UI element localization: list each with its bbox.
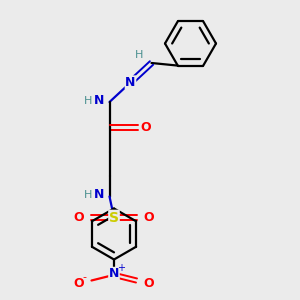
- Text: O: O: [74, 211, 84, 224]
- Text: H: H: [84, 190, 93, 200]
- Text: -: -: [82, 272, 86, 282]
- Text: +: +: [118, 263, 125, 273]
- Text: N: N: [125, 76, 136, 89]
- Text: O: O: [144, 277, 154, 290]
- Text: O: O: [140, 121, 151, 134]
- Text: O: O: [144, 211, 154, 224]
- Text: N: N: [109, 267, 119, 280]
- Text: O: O: [74, 277, 84, 290]
- Text: N: N: [94, 188, 104, 202]
- Text: N: N: [94, 94, 104, 107]
- Text: S: S: [109, 211, 119, 224]
- Text: H: H: [84, 95, 93, 106]
- Text: H: H: [135, 50, 143, 61]
